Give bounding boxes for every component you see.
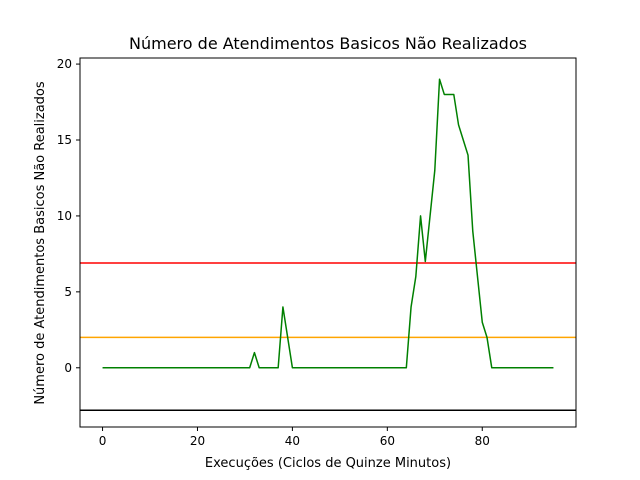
- y-tick-label: 15: [57, 133, 72, 147]
- y-tick-label: 20: [57, 57, 72, 71]
- x-tick-label: 80: [475, 434, 490, 448]
- x-axis-label: Execuções (Ciclos de Quinze Minutos): [205, 456, 451, 471]
- x-tick-label: 20: [190, 434, 205, 448]
- series-line-0: [102, 78, 554, 369]
- y-tick-label: 0: [64, 361, 72, 375]
- x-tick-label: 60: [380, 434, 395, 448]
- y-tick-label: 5: [64, 285, 72, 299]
- y-axis-label: Número de Atendimentos Basicos Não Reali…: [33, 81, 48, 405]
- y-tick-label: 10: [57, 209, 72, 223]
- x-tick-label: 0: [99, 434, 107, 448]
- axes: 0 20 40 60 80 0 5 10 15 20: [57, 57, 577, 448]
- chart-title: Número de Atendimentos Basicos Não Reali…: [129, 34, 527, 53]
- axes-frame: [79, 57, 577, 428]
- plot-area: [80, 78, 576, 412]
- x-tick-label: 40: [285, 434, 300, 448]
